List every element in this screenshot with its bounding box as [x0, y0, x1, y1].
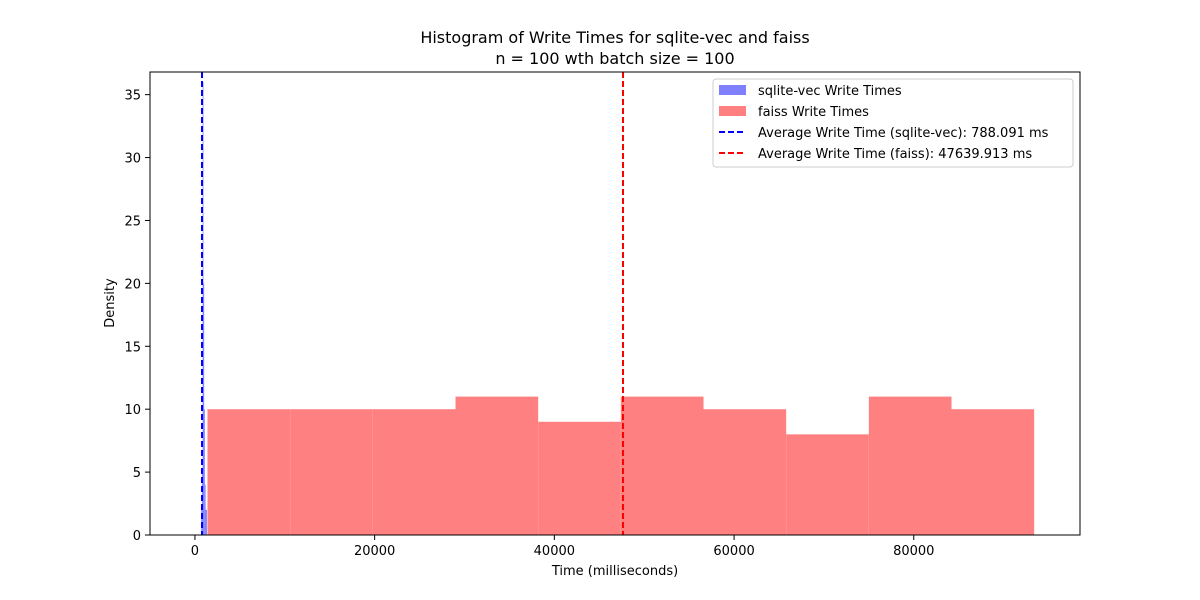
y-tick-label: 5	[133, 466, 141, 481]
histogram-bar	[202, 82, 204, 535]
y-axis-ticks: 0 5 10 15 20 25 30 35	[124, 89, 150, 544]
y-tick-label: 20	[124, 277, 141, 292]
histogram-bar	[206, 509, 208, 535]
y-tick-label: 15	[124, 340, 141, 355]
histogram-bar	[372, 409, 456, 535]
chart-subtitle: n = 100 wth batch size = 100	[495, 49, 734, 68]
y-tick-label: 25	[124, 214, 141, 229]
x-tick-label: 80000	[893, 544, 934, 559]
y-tick-label: 35	[124, 89, 141, 104]
legend: sqlite-vec Write Times faiss Write Times A…	[712, 78, 1074, 168]
histogram-bar	[703, 409, 787, 535]
legend-swatch	[719, 85, 746, 95]
histogram-bar	[786, 434, 869, 535]
histogram-bar	[538, 421, 621, 535]
x-axis-label: Time (milliseconds)	[551, 564, 678, 579]
legend-box	[712, 78, 1074, 168]
faiss-bars	[207, 396, 1035, 535]
histogram-bar	[207, 409, 291, 535]
x-tick-label: 20000	[354, 544, 395, 559]
legend-label: sqlite-vec Write Times	[758, 84, 902, 99]
plot-frame	[149, 71, 1081, 536]
x-tick-label: 60000	[713, 544, 754, 559]
histogram-bar	[290, 409, 373, 535]
average-lines	[201, 72, 624, 535]
legend-swatch	[719, 106, 746, 116]
histogram-bar	[205, 509, 207, 535]
histogram-bar	[951, 409, 1035, 535]
legend-label: Average Write Time (sqlite-vec): 788.091…	[758, 126, 1049, 141]
legend-label: Average Write Time (faiss): 47639.913 ms	[758, 147, 1032, 162]
histogram-bar	[203, 283, 205, 535]
y-axis-label: Density	[103, 278, 118, 328]
histogram-bar	[868, 396, 952, 535]
histogram-bar	[204, 409, 205, 535]
histogram-bar	[620, 396, 704, 535]
legend-label: faiss Write Times	[758, 105, 869, 120]
histogram-bar	[204, 484, 206, 535]
y-tick-label: 10	[124, 403, 141, 418]
chart-title: Histogram of Write Times for sqlite-vec …	[420, 28, 809, 47]
histogram-bar	[201, 472, 203, 535]
y-tick-label: 30	[124, 152, 141, 167]
y-tick-label: 0	[133, 529, 141, 544]
x-axis-ticks: 0 20000 40000 60000 80000	[191, 535, 934, 559]
histogram-bar	[455, 396, 539, 535]
x-tick-label: 40000	[534, 544, 575, 559]
x-tick-label: 0	[191, 544, 199, 559]
